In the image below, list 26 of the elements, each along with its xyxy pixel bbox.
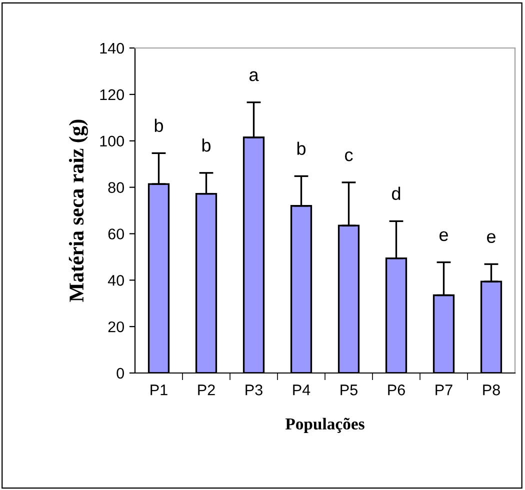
annotation: e [439,231,448,242]
annotation: e [486,233,496,243]
y-tick-label: 80 [108,182,124,193]
y-tick-label: 100 [100,136,124,147]
y-tick-label: 60 [108,228,124,240]
x-tick-label: P5 [340,384,358,396]
x-tick-label: P7 [436,384,452,396]
annotation: d [392,186,400,200]
y-tick-label: 120 [100,89,124,100]
annotation: b [297,142,306,155]
x-tick-label: P2 [198,384,215,396]
x-tick-label: P8 [483,384,500,396]
x-axis-title: Populações [285,418,364,433]
y-axis-title: Matéria seca raiz (g) [68,120,88,302]
x-tick-label: P3 [246,384,262,396]
x-tick-label: P1 [150,384,168,396]
annotation: b [154,118,164,132]
x-tick-label: P4 [293,384,310,396]
x-tick-label: P6 [388,384,405,396]
annotation: a [249,71,259,82]
y-tick-label: 20 [108,321,124,332]
annotation: b [202,138,211,152]
y-tick-label: 40 [108,275,124,286]
annotation: c [345,151,353,162]
y-tick-label: 140 [100,42,124,54]
y-tick-label: 0 [116,368,124,379]
